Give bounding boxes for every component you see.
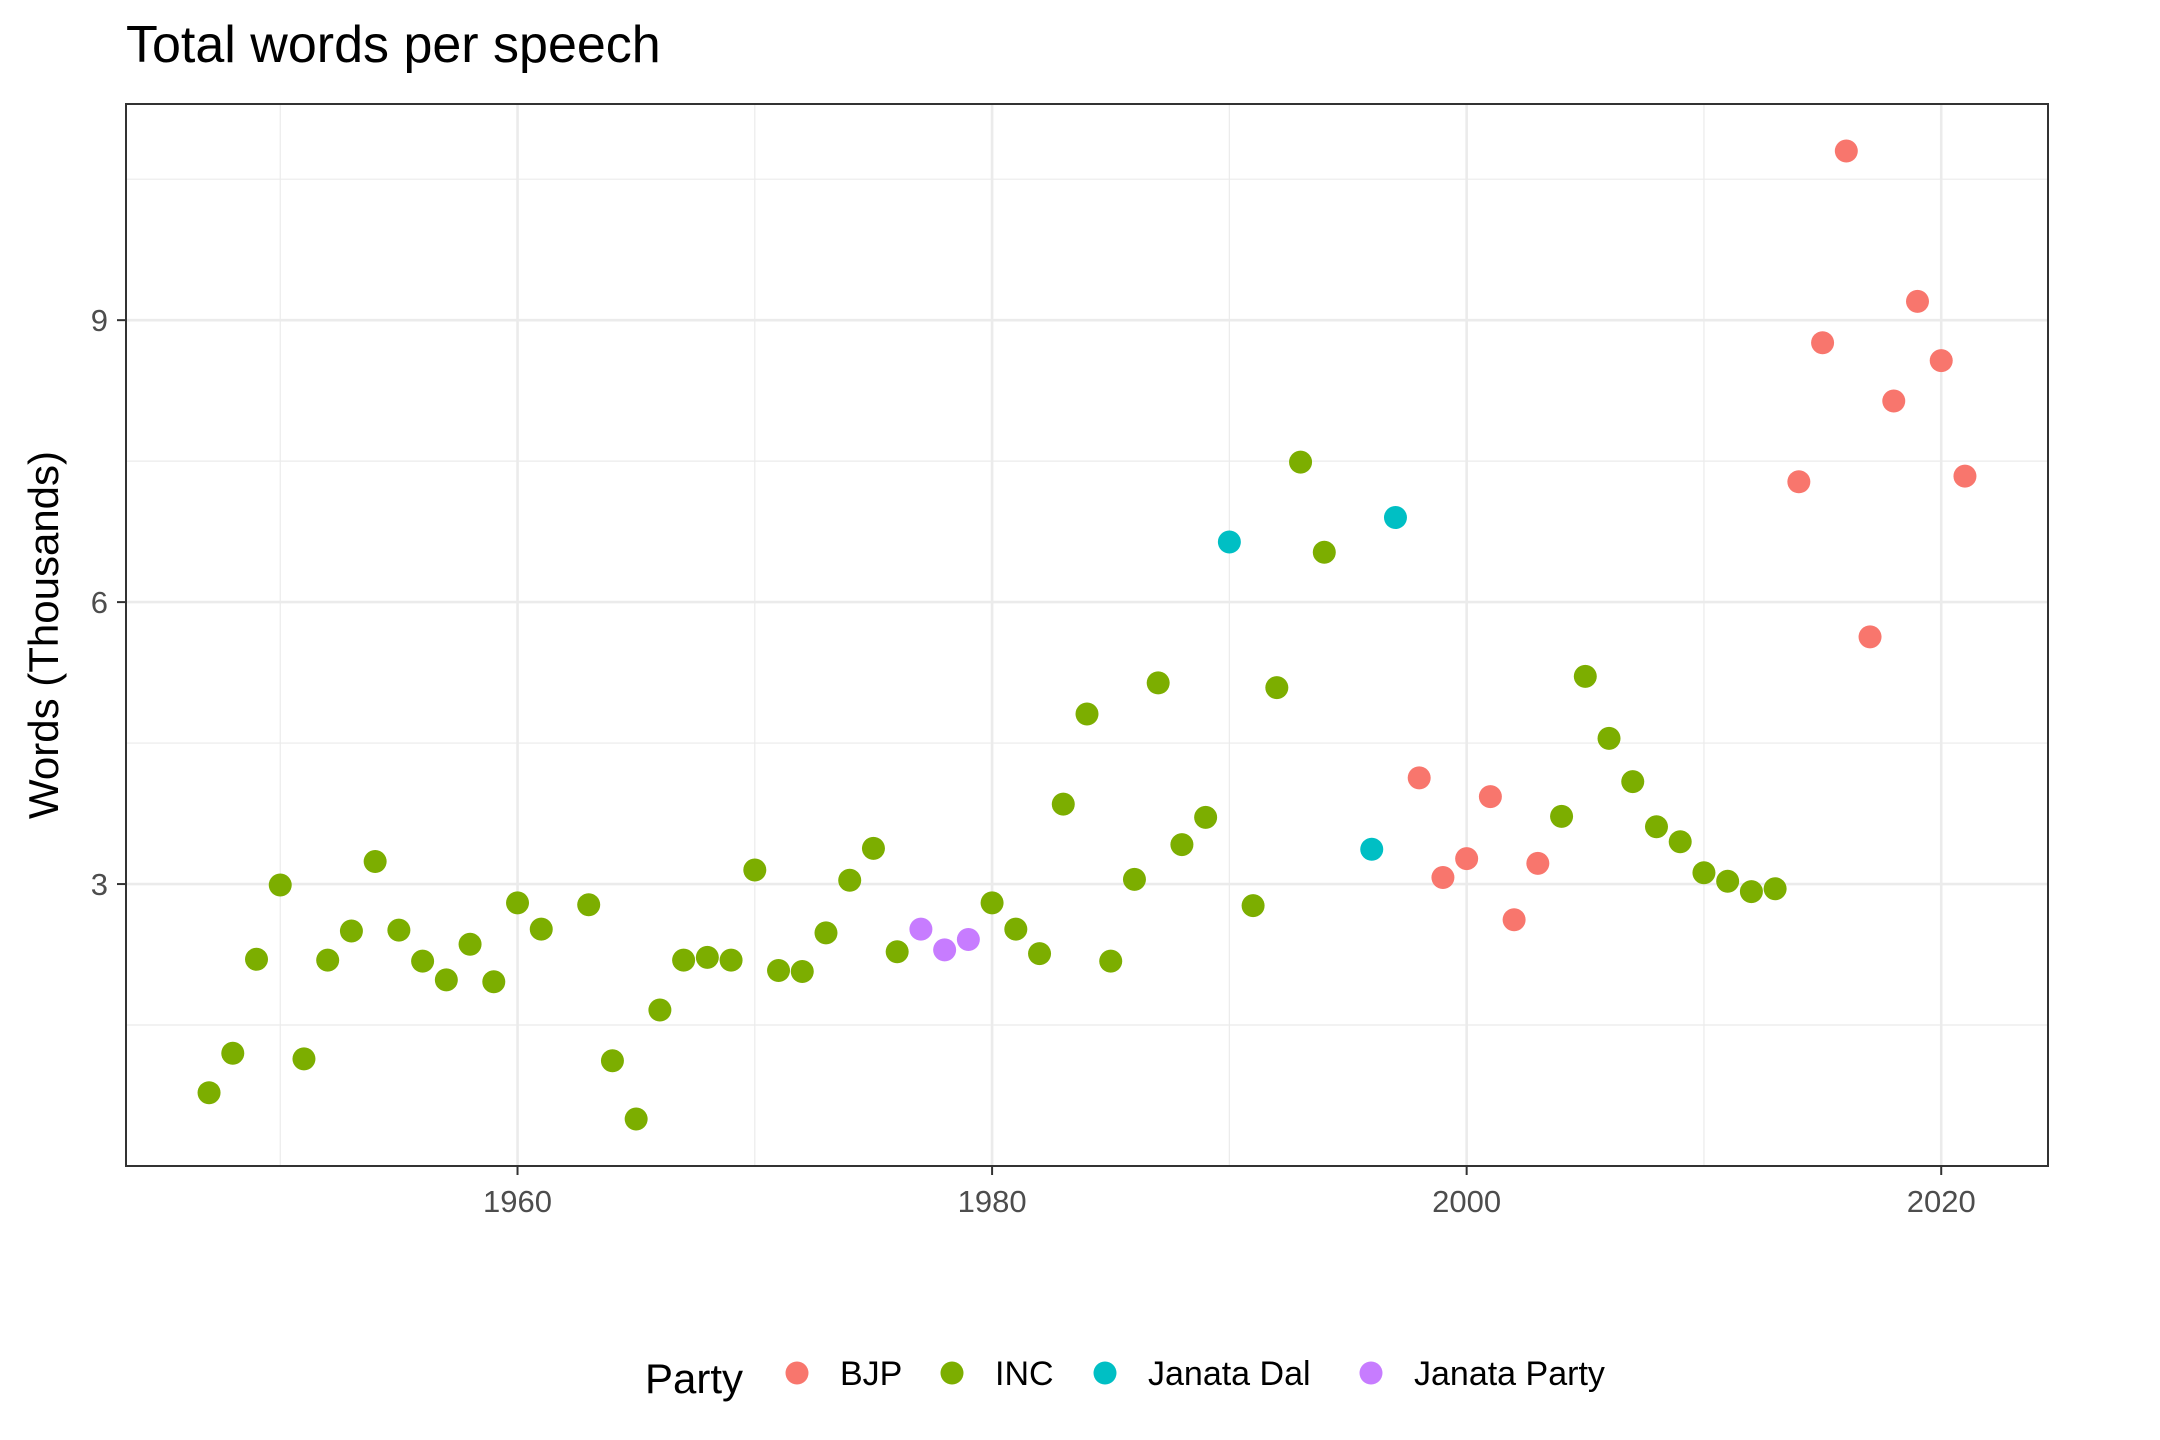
minor-gridlines: [126, 104, 2048, 1166]
data-point: [1763, 877, 1787, 901]
data-point: [1621, 770, 1645, 794]
data-point: [1407, 766, 1431, 790]
data-point: [767, 959, 791, 983]
data-point: [695, 945, 719, 969]
data-point: [719, 948, 743, 972]
x-axis: 1960 1980 2000 2020: [483, 1166, 1976, 1219]
data-point: [434, 968, 458, 992]
data-point: [292, 1047, 316, 1071]
data-point: [387, 918, 411, 942]
data-point: [743, 858, 767, 882]
data-point: [1597, 726, 1621, 750]
y-axis-title: Words (Thousands): [20, 451, 67, 819]
data-point: [1882, 389, 1906, 413]
data-point: [363, 849, 387, 873]
y-tick-label: 6: [91, 585, 108, 620]
data-point: [1834, 139, 1858, 163]
data-point: [1312, 540, 1336, 564]
data-point: [1716, 869, 1740, 893]
data-point: [1455, 847, 1479, 871]
data-point: [1668, 830, 1692, 854]
data-point: [1170, 833, 1194, 857]
data-point: [1573, 664, 1597, 688]
data-point: [1787, 470, 1811, 494]
x-tick-label: 2000: [1432, 1184, 1501, 1219]
x-tick-label: 2020: [1907, 1184, 1976, 1219]
y-tick-label: 3: [91, 867, 108, 902]
data-point: [885, 940, 909, 964]
data-point: [814, 921, 838, 945]
data-point: [482, 970, 506, 994]
data-point: [1478, 785, 1502, 809]
data-point: [909, 917, 933, 941]
data-point: [1122, 867, 1146, 891]
data-point: [221, 1041, 245, 1065]
data-point: [933, 938, 957, 962]
data-point: [1431, 865, 1455, 889]
data-point: [529, 917, 553, 941]
legend-title: Party: [645, 1355, 743, 1402]
data-points: [197, 139, 1977, 1131]
data-point: [1502, 908, 1526, 932]
data-point: [1360, 837, 1384, 861]
major-gridlines: [126, 104, 2048, 1166]
data-point: [1004, 917, 1028, 941]
data-point: [197, 1081, 221, 1105]
data-point: [672, 948, 696, 972]
data-point: [1099, 949, 1123, 973]
legend-label: INC: [995, 1355, 1054, 1393]
x-tick-label: 1960: [483, 1184, 552, 1219]
data-point: [956, 928, 980, 952]
data-point: [1644, 815, 1668, 839]
data-point: [1241, 894, 1265, 918]
data-point: [268, 873, 292, 897]
data-point: [1739, 880, 1763, 904]
data-point: [1075, 702, 1099, 726]
x-tick-label: 1980: [958, 1184, 1027, 1219]
data-point: [1217, 530, 1241, 554]
legend: Party BJP INC Janata Dal Janata Party: [645, 1355, 1605, 1402]
data-point: [861, 836, 885, 860]
legend-label: BJP: [840, 1355, 902, 1393]
data-point: [339, 919, 363, 943]
legend-key: [1359, 1361, 1383, 1385]
data-point: [1146, 671, 1170, 695]
data-point: [790, 959, 814, 983]
legend-key: [785, 1361, 809, 1385]
data-point: [1028, 942, 1052, 966]
data-point: [245, 947, 269, 971]
data-point: [1265, 676, 1289, 700]
data-point: [1194, 805, 1218, 829]
data-point: [600, 1049, 624, 1073]
chart-title: Total words per speech: [126, 16, 661, 74]
data-point: [316, 948, 340, 972]
data-point: [577, 893, 601, 917]
data-point: [1858, 625, 1882, 649]
data-point: [624, 1107, 648, 1131]
data-point: [1383, 506, 1407, 530]
data-point: [838, 868, 862, 892]
data-point: [1550, 804, 1574, 828]
y-axis: 3 6 9: [91, 303, 126, 902]
data-point: [1929, 349, 1953, 373]
data-point: [980, 891, 1004, 915]
data-point: [1905, 289, 1929, 313]
legend-key: [940, 1361, 964, 1385]
data-point: [1051, 792, 1075, 816]
data-point: [1953, 464, 1977, 488]
data-point: [1289, 450, 1313, 474]
data-point: [648, 998, 672, 1022]
y-tick-label: 9: [91, 303, 108, 338]
plot-panel-border: [125, 103, 2049, 1167]
data-point: [1692, 861, 1716, 885]
data-point: [411, 949, 435, 973]
data-point: [506, 891, 530, 915]
data-point: [1526, 851, 1550, 875]
legend-label: Janata Party: [1414, 1355, 1605, 1393]
legend-key: [1093, 1361, 1117, 1385]
data-point: [1811, 331, 1835, 355]
legend-label: Janata Dal: [1148, 1355, 1311, 1393]
data-point: [458, 932, 482, 956]
